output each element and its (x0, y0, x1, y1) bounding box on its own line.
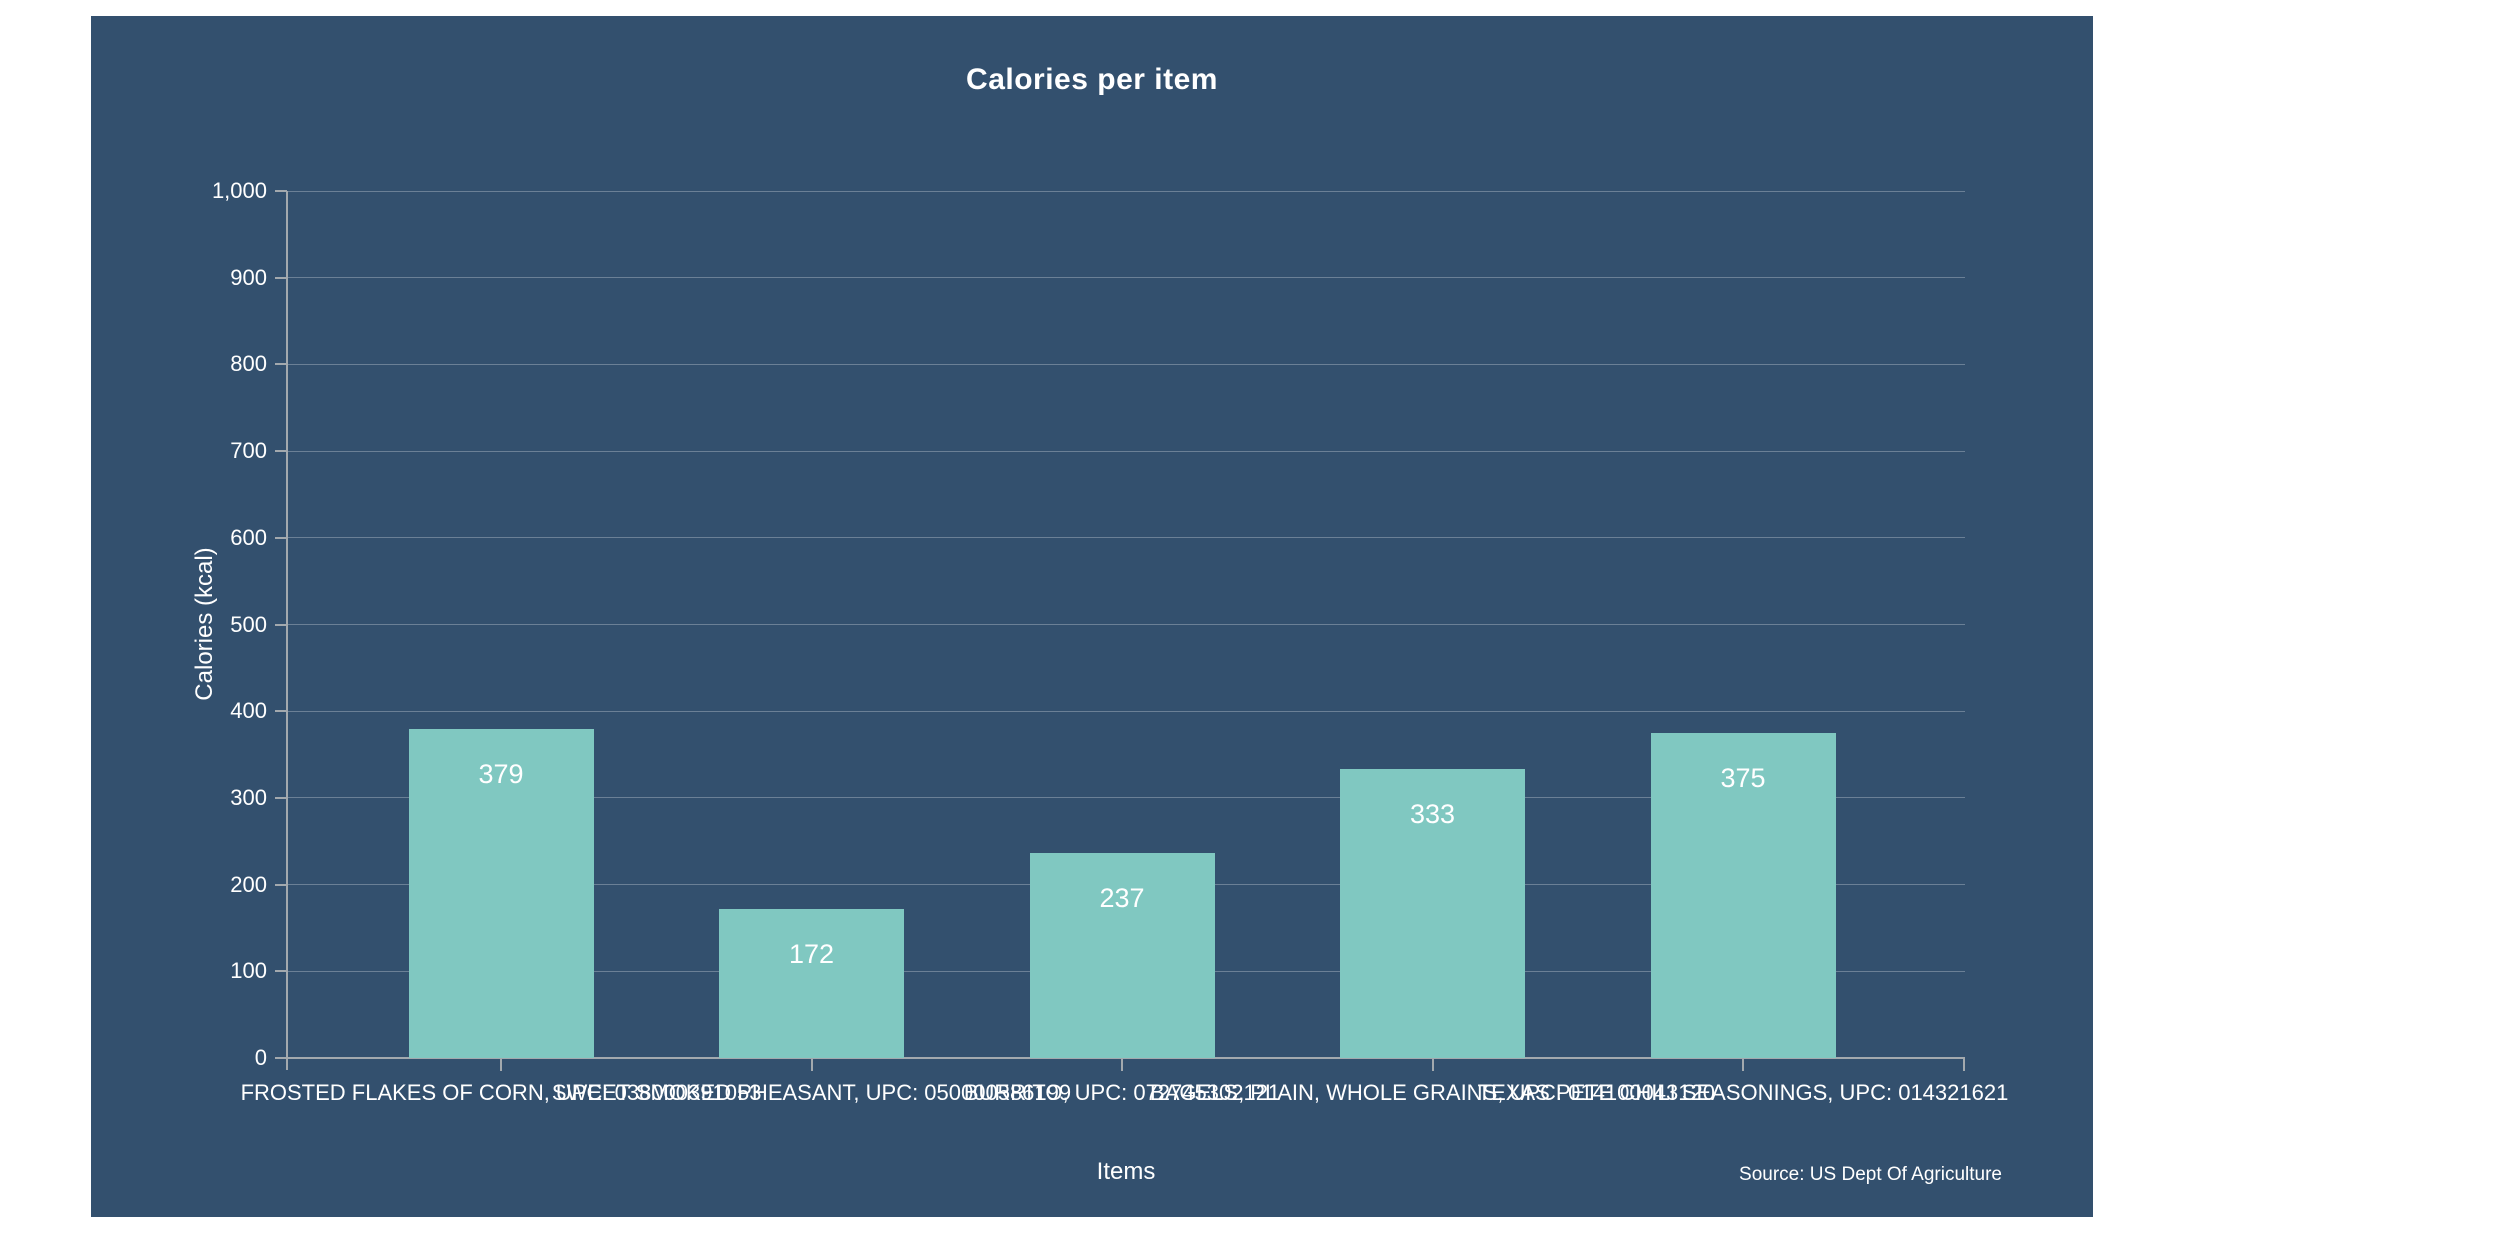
plot-area: 0 100 200 300 400 500 600 700 800 900 1,000 379 FROS… (91, 16, 2093, 1217)
chart-title: Calories per item (966, 63, 1218, 96)
y-tick-mark (275, 796, 287, 799)
x-axis-end-tick (1963, 1059, 1965, 1071)
gridline (287, 190, 1965, 192)
y-tick-label: 800 (230, 351, 267, 377)
x-category-label: TEXAS PETE CHILI SEASONINGS, UPC: 014321… (1477, 1080, 2009, 1105)
chart-panel: Calories per item Calories (kcal) 0 100 20… (91, 16, 2093, 1217)
x-tick-mark (1121, 1059, 1123, 1071)
y-tick-label: 300 (230, 784, 267, 810)
y-tick-mark (275, 883, 287, 886)
y-tick-label: 900 (230, 264, 267, 290)
y-tick-mark (275, 623, 287, 626)
x-tick-mark (810, 1059, 813, 1071)
x-tick-mark (1742, 1059, 1744, 1071)
bar-value-label: 375 (1720, 762, 1766, 793)
x-category-label: FROSTED FLAKES OF CORN, UPC: 03800039105… (240, 1080, 762, 1105)
gridline (287, 450, 1965, 452)
x-category-label: SWEET SMOKED PHEASANT, UPC: 050000586199 (551, 1080, 1072, 1105)
gridline (287, 797, 1965, 799)
gridline (287, 710, 1965, 712)
y-tick-label: 700 (230, 438, 267, 464)
x-axis-title: Items (1096, 1158, 1156, 1185)
bar-value-label: 333 (1409, 799, 1456, 830)
y-tick-mark (275, 536, 287, 539)
y-tick-mark (275, 970, 287, 973)
x-tick-mark (500, 1059, 502, 1071)
bar-value-label: 379 (478, 759, 524, 790)
y-tick-mark (275, 190, 287, 192)
bar[interactable] (1650, 732, 1836, 1058)
bar-value-label: 172 (788, 938, 835, 969)
gridline (287, 363, 1965, 365)
bar[interactable] (719, 908, 904, 1058)
y-tick-mark (275, 276, 287, 279)
bar[interactable] (408, 729, 594, 1058)
y-tick-label: 1,000 (211, 178, 267, 203)
y-axis-line (286, 191, 288, 1070)
y-tick-label: 200 (230, 871, 267, 897)
y-tick-label: 400 (230, 698, 267, 724)
gridline (287, 277, 1965, 279)
source-note: Source: US Dept Of Agriculture (1739, 1164, 2002, 1185)
y-tick-label: 100 (230, 958, 267, 984)
bar[interactable] (1029, 852, 1215, 1058)
y-tick-mark (275, 710, 287, 713)
x-category-label: BAGELS, PLAIN, WHOLE GRAINS, UPC: 014100… (1150, 1080, 1715, 1105)
gridline (287, 624, 1965, 625)
gridline (287, 537, 1965, 539)
y-tick-label: 600 (230, 524, 267, 550)
y-tick-mark (275, 363, 287, 366)
x-tick-mark (1431, 1059, 1434, 1071)
y-tick-label: 500 (230, 611, 267, 637)
x-axis-line (286, 1057, 1965, 1059)
y-tick-mark (275, 450, 287, 453)
y-tick-label: 0 (254, 1045, 267, 1070)
bar[interactable] (1340, 769, 1525, 1058)
y-tick-mark (275, 1057, 287, 1059)
x-category-label: BURRITO, UPC: 072745302121 (963, 1080, 1281, 1105)
bar-value-label: 237 (1099, 882, 1145, 913)
